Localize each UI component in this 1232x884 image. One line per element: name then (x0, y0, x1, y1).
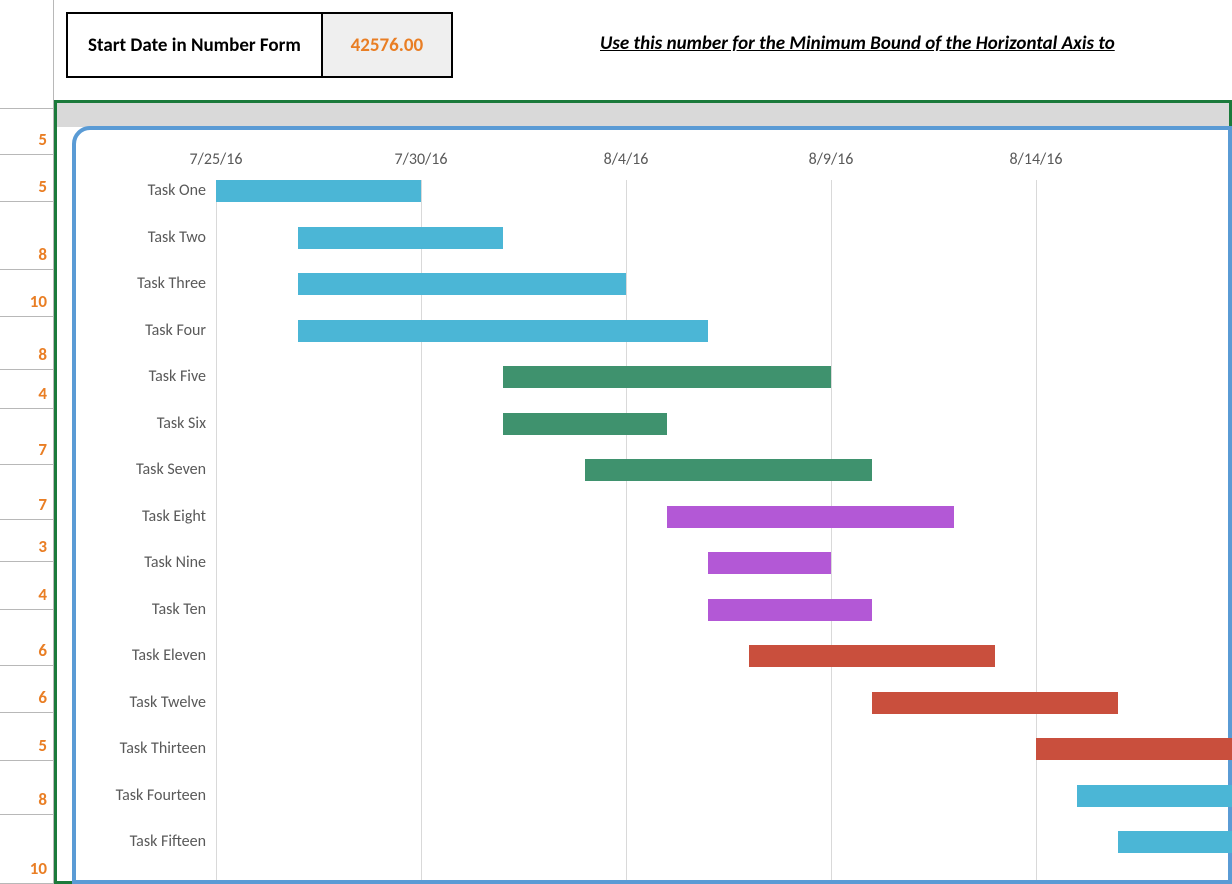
task-bar[interactable] (216, 180, 421, 202)
gantt-row: Task Four (216, 320, 1226, 342)
task-bar[interactable] (585, 459, 872, 481)
duration-cell[interactable]: 10 (0, 270, 54, 317)
task-bar[interactable] (667, 506, 954, 528)
duration-cell[interactable]: 5 (0, 155, 54, 202)
task-label: Task Eight (142, 506, 206, 528)
gantt-row: Task Two (216, 227, 1226, 249)
start-date-panel: Start Date in Number Form 42576.00 (66, 12, 453, 78)
gantt-chart[interactable]: 7/25/16 7/30/16 8/4/16 8/9/16 8/14/16 Task On… (72, 126, 1232, 884)
spreadsheet-sheet: 55810847734665810 Start Date in Number F… (0, 0, 1232, 884)
task-label: Task Seven (136, 459, 206, 481)
task-bar[interactable] (1077, 785, 1232, 807)
gantt-row: Task Five (216, 366, 1226, 388)
gantt-row: Task Fourteen (216, 785, 1226, 807)
gantt-row: Task Fifteen (216, 831, 1226, 853)
duration-cell[interactable]: 8 (0, 202, 54, 270)
left-number-column: 55810847734665810 (0, 0, 54, 884)
gantt-row: Task Eleven (216, 645, 1226, 667)
task-bar[interactable] (503, 366, 831, 388)
gantt-row: Task Six (216, 413, 1226, 435)
task-label: Task Twelve (130, 692, 206, 714)
x-axis-tick-label: 7/30/16 (395, 150, 448, 169)
gantt-row: Task Twelve (216, 692, 1226, 714)
duration-cell[interactable]: 3 (0, 520, 54, 562)
task-bar[interactable] (1118, 831, 1232, 853)
task-label: Task Four (145, 320, 206, 342)
start-date-label: Start Date in Number Form (68, 14, 321, 76)
gantt-row: Task Eight (216, 506, 1226, 528)
task-bar[interactable] (1036, 738, 1232, 760)
duration-cell[interactable]: 5 (0, 109, 54, 155)
task-bar[interactable] (298, 320, 708, 342)
gantt-row: Task Three (216, 273, 1226, 295)
task-label: Task Thirteen (120, 738, 206, 760)
x-axis-tick-label: 8/14/16 (1010, 150, 1063, 169)
gantt-plot-area: 7/25/167/30/168/4/168/9/168/14/16Task On… (216, 180, 1226, 880)
task-label: Task Fifteen (130, 831, 206, 853)
x-axis-tick-label: 8/9/16 (809, 150, 854, 169)
task-bar[interactable] (298, 227, 503, 249)
task-label: Task Two (148, 227, 206, 249)
task-label: Task Six (157, 413, 206, 435)
duration-cell[interactable]: 7 (0, 465, 54, 520)
gantt-row: Task Nine (216, 552, 1226, 574)
duration-cell[interactable]: 10 (0, 815, 54, 884)
task-label: Task Three (137, 273, 206, 295)
gantt-row: Task Thirteen (216, 738, 1226, 760)
duration-cell[interactable]: 6 (0, 610, 54, 666)
task-bar[interactable] (708, 599, 872, 621)
left-col-blank (0, 0, 54, 109)
duration-cell[interactable]: 4 (0, 562, 54, 610)
start-date-value-cell[interactable]: 42576.00 (321, 14, 451, 76)
task-label: Task Ten (152, 599, 206, 621)
duration-cell[interactable]: 7 (0, 409, 54, 465)
x-axis-tick-label: 8/4/16 (604, 150, 649, 169)
duration-cell[interactable]: 5 (0, 713, 54, 761)
task-bar[interactable] (298, 273, 626, 295)
x-axis-tick-label: 7/25/16 (190, 150, 243, 169)
task-label: Task One (148, 180, 206, 202)
gantt-row: Task One (216, 180, 1226, 202)
task-label: Task Nine (144, 552, 206, 574)
duration-cell[interactable]: 8 (0, 761, 54, 815)
task-bar[interactable] (872, 692, 1118, 714)
task-bar[interactable] (749, 645, 995, 667)
task-label: Task Eleven (132, 645, 206, 667)
task-label: Task Five (149, 366, 206, 388)
gantt-row: Task Ten (216, 599, 1226, 621)
gantt-row: Task Seven (216, 459, 1226, 481)
task-bar[interactable] (503, 413, 667, 435)
axis-hint-text: Use this number for the Minimum Bound of… (600, 32, 1115, 55)
duration-cell[interactable]: 8 (0, 317, 54, 370)
duration-cell[interactable]: 4 (0, 370, 54, 409)
task-bar[interactable] (708, 552, 831, 574)
duration-cell[interactable]: 6 (0, 666, 54, 713)
task-label: Task Fourteen (116, 785, 206, 807)
